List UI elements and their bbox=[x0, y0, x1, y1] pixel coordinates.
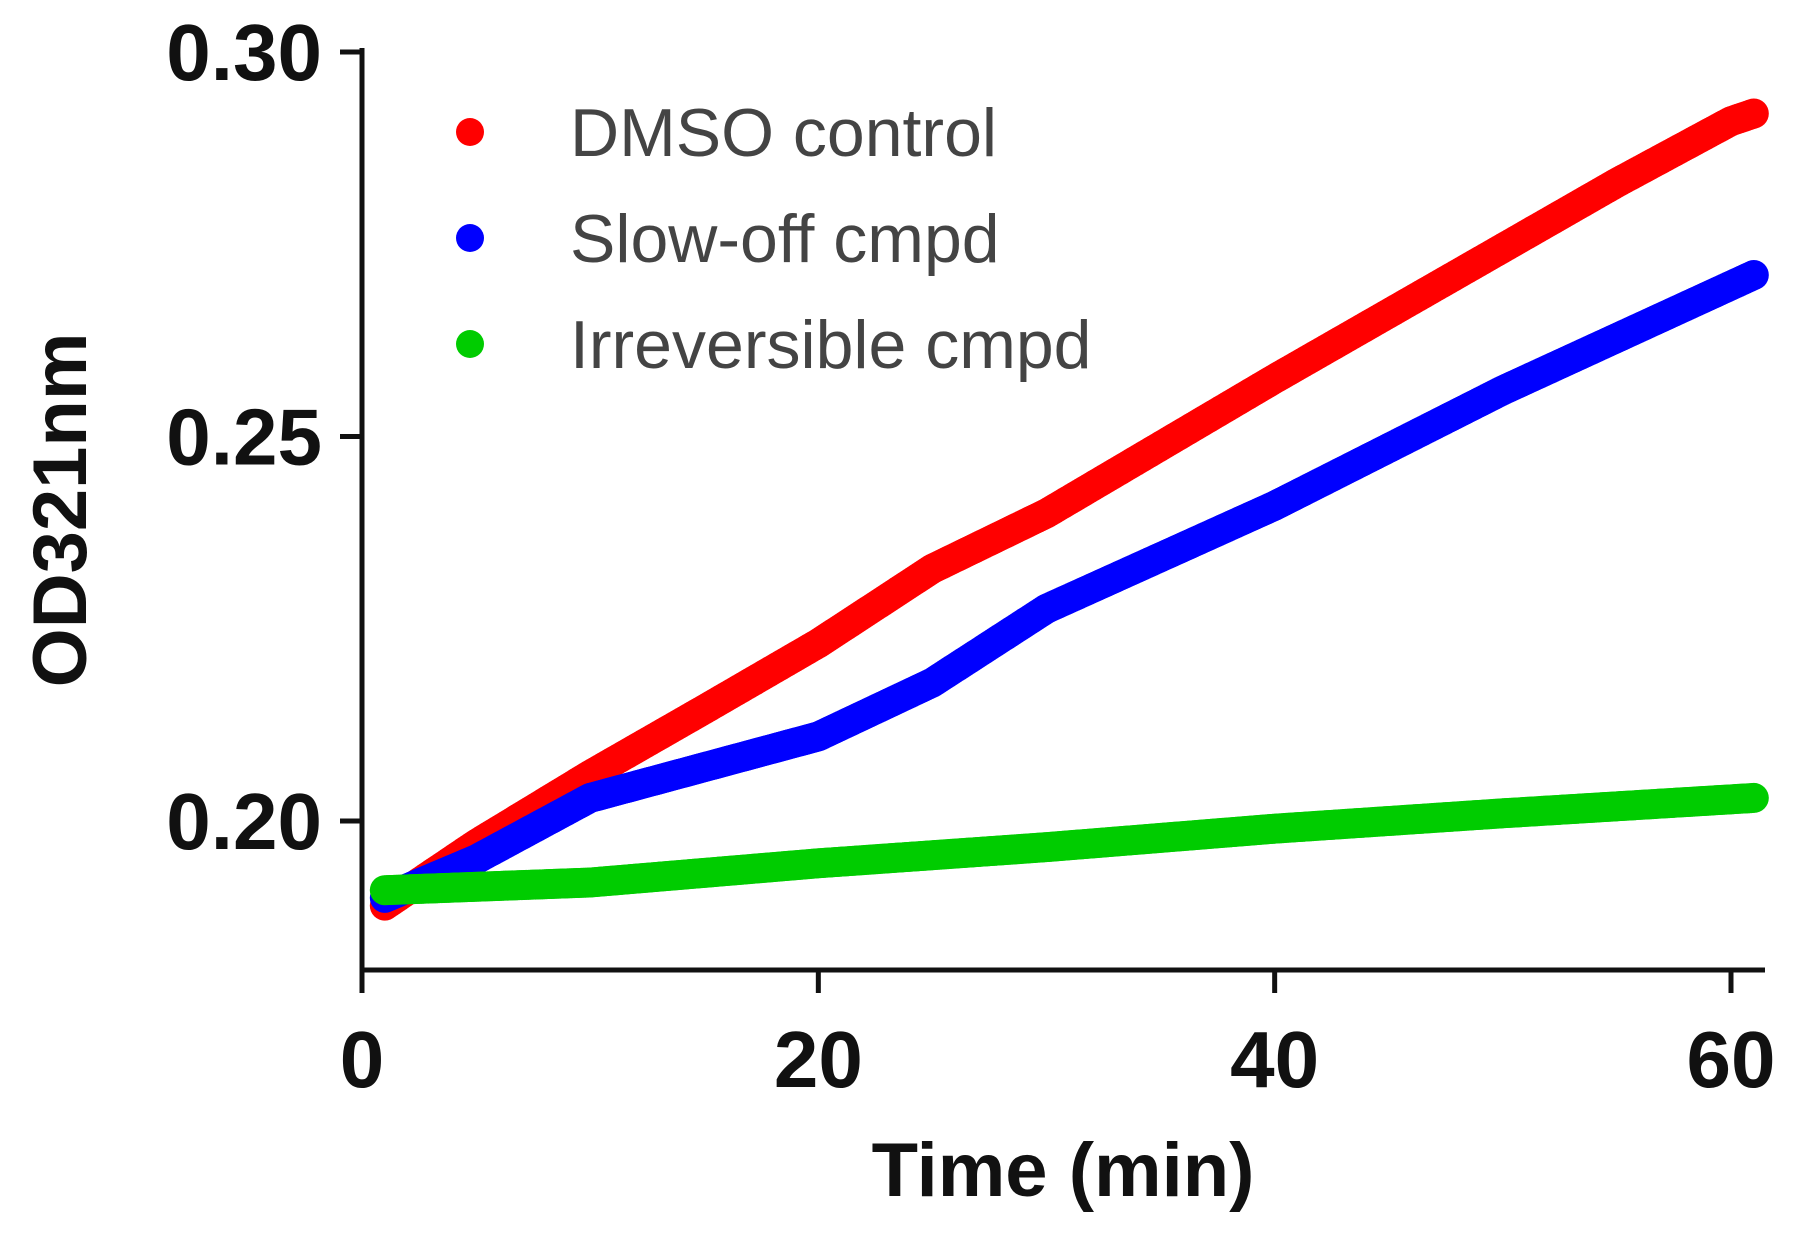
y-tick-label: 0.25 bbox=[166, 393, 322, 482]
legend-marker bbox=[456, 118, 484, 146]
legend-marker bbox=[456, 330, 484, 358]
legend-label: Slow-off cmpd bbox=[570, 201, 1000, 277]
data-point bbox=[1738, 782, 1769, 813]
x-tick-label: 20 bbox=[774, 1015, 863, 1104]
y-tick-label: 0.20 bbox=[166, 777, 322, 866]
series-1 bbox=[369, 260, 1769, 913]
x-tick-label: 40 bbox=[1230, 1015, 1319, 1104]
x-tick-label: 60 bbox=[1687, 1015, 1776, 1104]
legend: DMSO control Slow-off cmpd Irreversible cm… bbox=[456, 95, 1092, 383]
series-2 bbox=[369, 782, 1769, 906]
data-marks bbox=[369, 98, 1769, 921]
x-axis-title: Time (min) bbox=[872, 1128, 1255, 1213]
legend-label: DMSO control bbox=[570, 95, 997, 171]
data-point bbox=[1738, 98, 1769, 129]
legend-marker bbox=[456, 224, 484, 252]
data-point bbox=[1738, 260, 1769, 291]
legend-label: Irreversible cmpd bbox=[570, 307, 1092, 383]
x-tick-label: 0 bbox=[340, 1015, 385, 1104]
y-axis-title: OD321nm bbox=[18, 333, 103, 688]
y-tick-label: 0.30 bbox=[166, 8, 322, 97]
